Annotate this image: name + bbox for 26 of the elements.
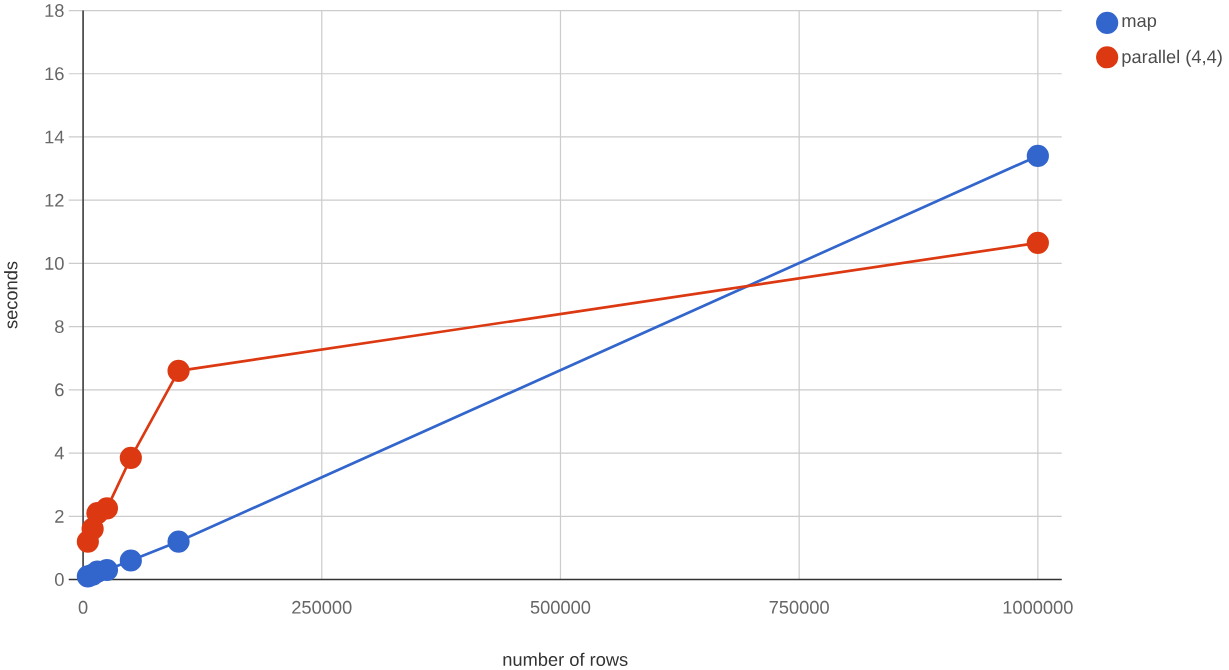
x-axis-title: number of rows <box>503 652 628 666</box>
point <box>167 359 190 382</box>
point <box>1026 231 1049 254</box>
y-tick-label: 6 <box>55 383 64 397</box>
y-tick-label: 4 <box>54 446 64 460</box>
point <box>119 549 142 572</box>
y-tick-label: 12 <box>45 193 64 207</box>
y-tick-label: 8 <box>55 320 64 334</box>
point <box>1026 144 1049 167</box>
y-tick-label: 18 <box>45 4 64 17</box>
point <box>119 446 142 469</box>
legend-label: parallel (4,4) <box>1122 49 1222 67</box>
x-tick-label: 250000 <box>292 600 352 614</box>
x-tick-label: 500000 <box>530 600 591 614</box>
y-tick-label: 2 <box>55 509 64 523</box>
point <box>167 530 190 553</box>
x-tick-label: 1000000 <box>1003 600 1073 614</box>
point <box>95 497 119 520</box>
y-tick-label: 0 <box>55 572 64 586</box>
y-tick-label: 10 <box>45 256 64 270</box>
x-tick-label: 750000 <box>769 600 829 614</box>
legend-label: map <box>1122 17 1157 31</box>
x-tick-label: 0 <box>78 600 88 614</box>
y-tick-label: 16 <box>45 67 64 81</box>
y-axis-title: seconds <box>4 261 18 329</box>
y-tick-label: 14 <box>45 130 64 144</box>
